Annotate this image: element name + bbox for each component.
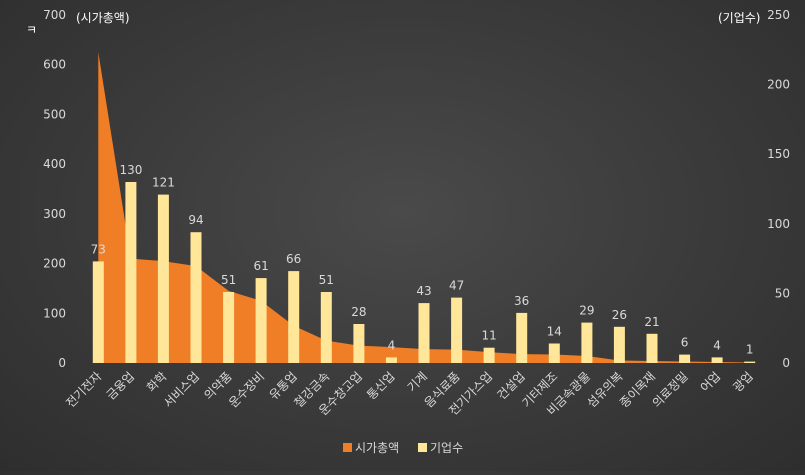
x-category-label: 통신업 xyxy=(364,369,397,402)
bar-company-count xyxy=(255,278,267,363)
legend-swatch-area xyxy=(343,443,352,452)
bar-data-label: 26 xyxy=(612,308,627,322)
bar-company-count xyxy=(613,326,625,363)
bar-data-label: 36 xyxy=(514,294,529,308)
bar-data-labels: 73 130 121 94 51 61 66 51 28 4 43 47 11 36 14 29 26 21 6 4 1 xyxy=(91,163,754,357)
bar-company-count xyxy=(516,312,528,363)
y-left-label: ㅋ xyxy=(26,23,37,37)
bar-company-count xyxy=(483,347,495,363)
x-category-label: 광업 xyxy=(730,369,756,395)
y-right-tick: 250 xyxy=(767,8,790,22)
x-category-label: 금융업 xyxy=(104,369,137,402)
bar-data-label: 94 xyxy=(188,213,203,227)
bar-data-label: 11 xyxy=(481,329,496,343)
bar-data-label: 47 xyxy=(449,279,464,293)
bar-data-label: 121 xyxy=(152,176,175,190)
legend-swatch-bar xyxy=(418,443,427,452)
bar-data-label: 51 xyxy=(221,273,236,287)
x-category-label: 의료정밀 xyxy=(650,369,691,410)
bar-layer xyxy=(92,182,756,363)
bar-company-count xyxy=(581,322,593,363)
bar-company-count xyxy=(548,343,560,363)
bar-company-count xyxy=(320,292,332,363)
y-right-tick: 150 xyxy=(767,147,790,161)
y-right-tick: 50 xyxy=(775,286,790,300)
y-left-ticks: 0 100 200 300 400 500 600 700 xyxy=(43,8,66,370)
bar-company-count xyxy=(385,357,397,363)
x-category-label: 화학 xyxy=(144,369,170,395)
y-left-tick: 200 xyxy=(43,257,66,271)
bar-company-count xyxy=(711,357,723,363)
bar-company-count xyxy=(125,182,137,363)
y-left-unit: (시가총액) xyxy=(76,11,130,25)
x-category-label: 서비스업 xyxy=(161,369,202,410)
bar-data-label: 1 xyxy=(746,343,754,357)
bar-data-label: 14 xyxy=(547,325,562,339)
bar-data-label: 4 xyxy=(388,338,396,352)
y-right-ticks: 0 50 100 150 200 250 xyxy=(767,8,790,370)
y-left-tick: 400 xyxy=(43,157,66,171)
bar-data-label: 29 xyxy=(579,304,594,318)
bar-data-label: 66 xyxy=(286,252,301,266)
x-category-label: 기계 xyxy=(405,369,431,395)
bar-company-count xyxy=(190,232,202,363)
x-category-label: 전기전자 xyxy=(63,369,104,410)
y-left-tick: 0 xyxy=(58,356,66,370)
bar-company-count xyxy=(92,261,104,363)
bar-company-count xyxy=(223,292,235,363)
bar-company-count xyxy=(744,361,756,363)
bar-data-label: 21 xyxy=(644,315,659,329)
bar-company-count xyxy=(679,354,691,363)
x-category-label: 어업 xyxy=(698,369,724,395)
y-right-tick: 0 xyxy=(782,356,790,370)
bar-data-label: 43 xyxy=(416,284,431,298)
bar-company-count xyxy=(157,194,169,363)
y-left-tick: 700 xyxy=(43,8,66,22)
y-right-tick: 200 xyxy=(767,78,790,92)
bar-data-label: 130 xyxy=(119,163,142,177)
bar-company-count xyxy=(451,297,463,363)
bar-data-label: 61 xyxy=(253,259,268,273)
y-left-tick: 500 xyxy=(43,107,66,121)
bar-data-label: 28 xyxy=(351,305,366,319)
y-left-tick: 300 xyxy=(43,207,66,221)
x-category-label: 운수장비 xyxy=(226,369,267,410)
bar-company-count xyxy=(353,324,365,363)
bar-company-count xyxy=(288,271,300,363)
bar-data-label: 6 xyxy=(681,336,689,350)
bar-company-count xyxy=(418,303,430,363)
bar-data-label: 51 xyxy=(319,273,334,287)
legend-label-area: 시가총액 xyxy=(355,441,399,455)
legend: 시가총액 기업수 xyxy=(343,441,463,455)
y-right-unit: (기업수) xyxy=(718,11,760,25)
bar-data-label: 4 xyxy=(713,338,721,352)
y-right-tick: 100 xyxy=(767,217,790,231)
y-left-tick: 100 xyxy=(43,306,66,320)
bar-company-count xyxy=(646,333,658,363)
legend-label-bar: 기업수 xyxy=(430,441,463,455)
bar-data-label: 73 xyxy=(91,242,106,256)
y-left-tick: 600 xyxy=(43,58,66,72)
